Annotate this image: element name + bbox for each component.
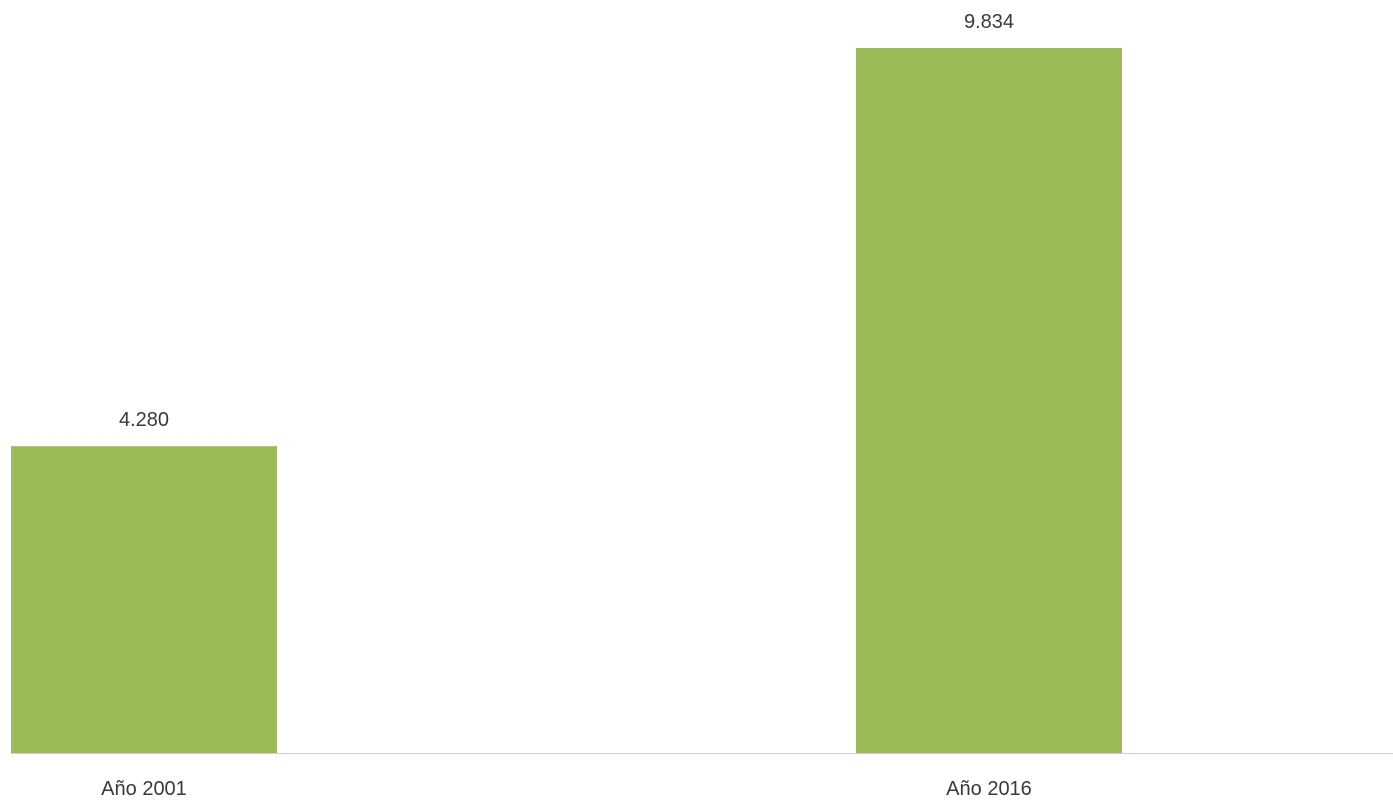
bar-2 [856, 48, 1122, 753]
data-labels-group: 4.280 9.834 [119, 11, 1014, 431]
x-tick-label-1: Año 2001 [101, 778, 187, 800]
x-tick-label-2: Año 2016 [946, 778, 1032, 800]
bars-group [11, 48, 1122, 753]
x-tick-labels-group: Año 2001 Año 2016 [101, 778, 1032, 800]
data-label-1: 4.280 [119, 409, 169, 431]
data-label-2: 9.834 [964, 11, 1014, 33]
bar-1 [11, 446, 277, 753]
